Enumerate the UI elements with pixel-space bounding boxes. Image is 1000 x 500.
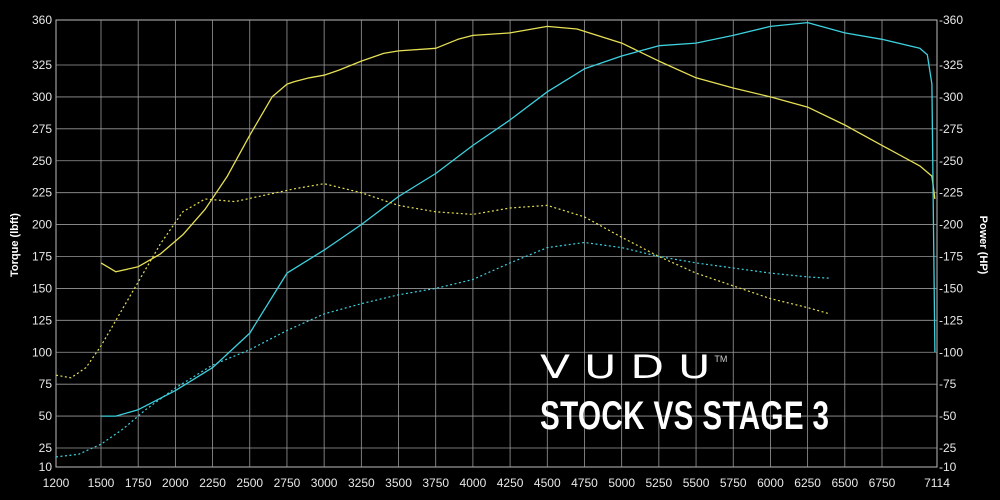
y-tick-label-left: 50 [39,409,53,423]
y-tick-label-left: 125 [32,313,52,327]
x-tick-label: 2250 [199,476,226,490]
x-tick-label: 5750 [720,476,747,490]
series-line-2 [55,183,831,379]
plot-frame [55,19,938,468]
y-tick-label-right: -50 [939,409,957,423]
series-layer [55,21,936,458]
series-line-1 [101,21,936,417]
y-tick-label-right: -25 [939,441,957,455]
y-tick-label-left: 275 [32,122,52,136]
y-tick-label-left: 175 [32,250,52,264]
chart-subtitle: STOCK VS STAGE 3 [540,394,830,438]
x-tick-label: 5250 [646,476,673,490]
x-tick-label: 1200 [43,476,70,490]
x-tick-label: 3750 [422,476,449,490]
brand-block: VUDUTM STOCK VS STAGE 3 [540,349,840,438]
trademark-mark: TM [714,354,728,364]
x-tick-label: 2750 [274,476,301,490]
x-tick-label: 6750 [869,476,896,490]
x-tick-label: 1750 [125,476,152,490]
y-tick-label-right: -275 [939,122,963,136]
y-axis-title-left: Torque (lbft) [9,213,21,277]
x-tick-label: 4500 [534,476,561,490]
y-tick-label-left: 250 [32,154,52,168]
y-tick-label-left: 325 [32,58,52,72]
y-tick-label-right: -125 [939,313,963,327]
tick-labels: 1200 1500 1750 2000 2250 2500 2750 3000 3250 3500… [32,13,963,490]
x-tick-label: 3000 [311,476,338,490]
y-tick-label-left: 10 [39,460,53,474]
y-tick-label-right: -325 [939,58,963,72]
grid [55,19,938,468]
x-tick-label: 2000 [162,476,189,490]
x-tick-label: 3500 [385,476,412,490]
y-tick-label-right: -10 [939,460,957,474]
y-tick-label-left: 75 [39,377,53,391]
y-tick-label-right: -100 [939,345,963,359]
y-tick-label-right: -360 [939,13,963,27]
y-tick-label-left: 300 [32,90,52,104]
y-tick-label-right: -75 [939,377,957,391]
x-tick-label: 5000 [608,476,635,490]
y-tick-label-left: 360 [32,13,52,27]
y-tick-label-left: 150 [32,281,52,295]
x-tick-label: 6500 [831,476,858,490]
series-line-3 [55,241,830,458]
y-tick-label-right: -300 [939,90,963,104]
series-line-0 [100,25,936,273]
y-tick-label-left: 225 [32,186,52,200]
y-tick-label-right: -200 [939,218,963,232]
x-tick-label: 5500 [683,476,710,490]
y-tick-label-right: -150 [939,281,963,295]
brand-logo: VUDU [540,349,725,386]
y-tick-label-right: -175 [939,250,963,264]
x-tick-label: 2500 [236,476,263,490]
y-tick-label-left: 25 [39,441,53,455]
x-tick-label: 3250 [348,476,375,490]
x-tick-label: 1500 [88,476,115,490]
y-tick-label-left: 100 [32,345,52,359]
x-tick-label: 6000 [757,476,784,490]
x-tick-label: 7114 [924,476,950,490]
x-tick-label: 6250 [794,476,821,490]
x-tick-label: 4250 [497,476,524,490]
y-tick-label-left: 200 [32,218,52,232]
y-tick-label-right: -225 [939,186,963,200]
x-tick-label: 4750 [571,476,598,490]
x-tick-label: 4000 [460,476,487,490]
y-tick-label-right: -250 [939,154,963,168]
y-axis-title-right: Power (HP) [977,216,989,275]
